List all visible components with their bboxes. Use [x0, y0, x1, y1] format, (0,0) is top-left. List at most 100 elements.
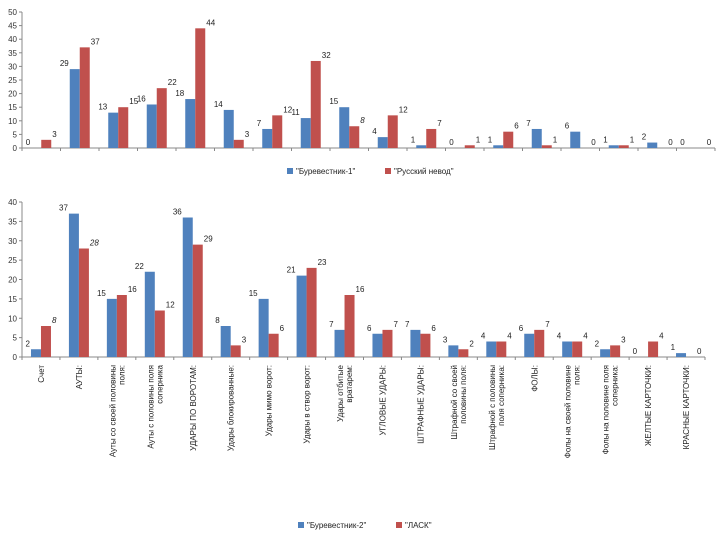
bar-s2-0 [40, 326, 51, 357]
legend-swatch [287, 168, 293, 174]
legend-swatch [298, 522, 304, 528]
value-label: 0 [449, 138, 454, 147]
value-label: 11 [291, 108, 300, 117]
y-tick-label: 45 [8, 22, 17, 31]
y-tick-label: 20 [8, 90, 17, 99]
y-tick-label: 15 [8, 295, 17, 304]
bar-s1-6 [258, 298, 269, 357]
value-label: 7 [526, 119, 531, 128]
legend-label: "Буревестник-1" [296, 167, 355, 176]
value-label: 0 [26, 138, 31, 147]
bar-s2-11 [464, 145, 475, 148]
bar-s2-2 [118, 107, 129, 148]
y-tick-label: 35 [8, 49, 17, 58]
bar-s1-13 [531, 128, 542, 148]
x-tick-label: УГЛОВЫЕ УДАРЫ: [378, 365, 387, 436]
value-label: 4 [557, 332, 562, 341]
x-tick-label: Счет [37, 365, 46, 383]
value-label: 36 [173, 208, 182, 217]
x-tick-label: Удары мимо ворот: [265, 365, 274, 436]
value-label: 8 [215, 316, 220, 325]
y-tick-label: 15 [8, 103, 17, 112]
bar-s1-12 [486, 341, 497, 357]
bar-s2-6 [272, 115, 283, 148]
value-label: 4 [583, 332, 588, 341]
value-label: 2 [595, 339, 600, 348]
bar-s1-7 [300, 118, 311, 148]
value-label: 29 [204, 235, 213, 244]
value-label: 4 [372, 127, 377, 136]
value-label: 12 [166, 301, 175, 310]
bar-s2-15 [618, 145, 629, 148]
bar-s1-13 [524, 333, 535, 357]
value-label: 4 [481, 332, 486, 341]
bar-s2-3 [156, 88, 167, 148]
value-label: 29 [60, 59, 69, 68]
legend: "Буревестник-1" "Русский невод" [287, 167, 454, 176]
bar-s2-11 [458, 349, 469, 357]
y-tick-label: 10 [8, 117, 17, 126]
bar-s2-7 [310, 60, 321, 148]
bar-s2-4 [192, 244, 203, 357]
value-label: 16 [137, 94, 146, 103]
bar-s1-1 [69, 69, 80, 148]
value-label: 1 [630, 135, 635, 144]
value-label: 13 [98, 103, 107, 112]
bar-s1-10 [410, 329, 421, 357]
bar-s1-12 [493, 145, 504, 148]
x-tick-label: Штрафной со своейполовины поля: [450, 365, 468, 439]
y-tick-label: 10 [8, 314, 17, 323]
bar-s1-9 [377, 137, 388, 148]
value-label: 3 [443, 335, 448, 344]
value-label: 7 [545, 320, 550, 329]
bar-s1-3 [146, 104, 157, 148]
legend-swatch [396, 522, 402, 528]
value-label: 15 [249, 289, 258, 298]
value-label: 16 [128, 285, 137, 294]
value-label: 6 [280, 324, 285, 333]
bar-s1-4 [182, 217, 193, 357]
value-label: 22 [135, 262, 144, 271]
value-label: 3 [245, 130, 250, 139]
bar-s1-17 [676, 353, 687, 357]
value-label: 14 [214, 100, 223, 109]
x-tick-label: Штрафной с половиныполя соперника: [488, 365, 506, 450]
bar-s2-8 [344, 295, 355, 357]
bar-s2-9 [387, 115, 398, 148]
value-label: 0 [707, 138, 712, 147]
value-label: 16 [356, 285, 365, 294]
bar-s2-8 [349, 126, 360, 148]
bar-s2-13 [534, 329, 545, 357]
bar-s1-16 [647, 142, 658, 148]
value-label: 1 [671, 343, 676, 352]
bar-s2-12 [503, 131, 514, 148]
value-label: 23 [318, 258, 327, 267]
value-label: 18 [175, 89, 184, 98]
bar-s2-10 [426, 128, 437, 148]
legend-label: "Буревестник-2" [307, 521, 366, 530]
x-tick-label: Удары отбитыевратарем: [336, 364, 354, 421]
y-tick-label: 0 [13, 144, 18, 153]
value-label: 12 [399, 105, 408, 114]
bar-s1-7 [296, 275, 307, 357]
bar-s1-5 [223, 109, 234, 148]
value-label: 3 [52, 130, 57, 139]
x-tick-label: Ауты с половины полясоперника [146, 364, 164, 448]
bar-s2-1 [78, 248, 89, 357]
x-tick-label: ШТРАФНЫЕ УДАРЫ: [416, 365, 425, 444]
bar-s1-3 [144, 271, 155, 357]
y-tick-label: 25 [8, 256, 17, 265]
x-tick-label: УДАРЫ ПО ВОРОТАМ: [189, 365, 198, 451]
value-label: 7 [437, 119, 442, 128]
x-tick-label: Ауты со своей половиныполя: [108, 365, 126, 457]
x-tick-label: Фолы на половине полясоперника: [602, 365, 620, 454]
bar-s2-0 [41, 139, 52, 148]
bar-s1-14 [570, 131, 581, 148]
y-tick-label: 25 [8, 76, 17, 85]
x-tick-label: ЖЕЛТЫЕ КАРТОЧКИ: [644, 365, 653, 446]
value-label: 2 [469, 339, 474, 348]
value-label: 3 [242, 335, 247, 344]
y-tick-label: 5 [13, 334, 18, 343]
value-label: 0 [697, 347, 702, 356]
y-tick-label: 40 [8, 35, 17, 44]
